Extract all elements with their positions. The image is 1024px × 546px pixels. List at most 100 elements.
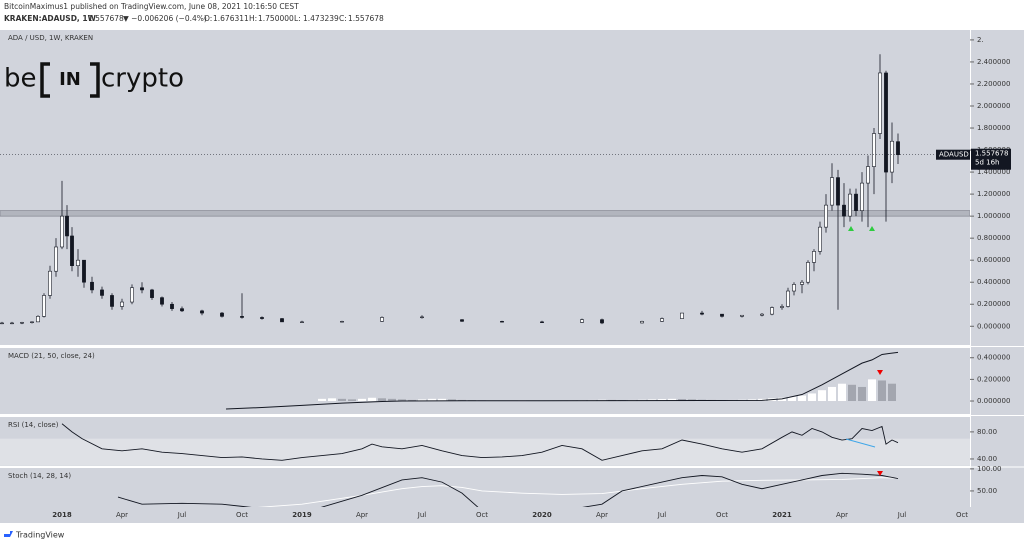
candle-body [70, 235, 74, 266]
candle-body [824, 204, 828, 228]
red-arrow [877, 370, 883, 375]
rsi-band [0, 438, 970, 466]
histogram-bar [888, 383, 896, 402]
y-tick-label: 40.00 [977, 455, 997, 463]
ohlc-label: L: [294, 14, 301, 23]
candle-body [878, 72, 882, 134]
footer: TradingView [15, 531, 65, 540]
candle-body [380, 317, 384, 322]
x-tick-label: 2019 [292, 511, 312, 519]
histogram-bar [858, 386, 866, 402]
histogram-bar [668, 398, 676, 402]
x-tick-label: Apr [356, 511, 368, 519]
candle-body [842, 204, 846, 217]
ohlc-label: O: [204, 14, 212, 23]
y-tick-label: 1.800000 [977, 124, 1010, 132]
histogram-bar [438, 398, 446, 402]
histogram-bar [318, 398, 326, 402]
candle-body [120, 301, 124, 307]
y-tick-label: 2. [977, 36, 984, 44]
candle-body [660, 318, 664, 322]
candle-body [896, 141, 900, 156]
histogram-bar [428, 398, 436, 402]
ohlc-value: 1.676311 [213, 14, 249, 23]
candle-body [812, 251, 816, 263]
y-tick-label: 100.00 [977, 465, 1002, 473]
candle-body [240, 316, 244, 318]
y-tick-label: 50.00 [977, 487, 997, 495]
candle-body [65, 215, 69, 237]
candle-body [854, 193, 858, 211]
candle-body [860, 182, 864, 211]
price-tag-symbol-text: ADAUSD [939, 151, 969, 159]
candle-body [806, 262, 810, 283]
candle-body [800, 281, 804, 285]
candle-body [580, 319, 584, 323]
histogram-bar [778, 397, 786, 402]
candle-body [420, 316, 424, 319]
y-tick-label: 0.400000 [977, 278, 1010, 286]
stoch-k-line [117, 472, 899, 507]
candle-body [130, 287, 134, 303]
macd-line [225, 351, 899, 410]
logo: IN [59, 69, 81, 90]
pane-title: MACD (21, 50, close, 24) [8, 352, 95, 360]
pane-layer [0, 423, 970, 466]
histogram-bar [838, 383, 846, 402]
divergence-line [845, 438, 876, 448]
candle-body [640, 321, 644, 324]
candle-body [36, 316, 40, 323]
x-tick-label: Jul [897, 511, 907, 519]
price-tag-countdown: 5d 16h [975, 159, 999, 167]
candle-body [200, 310, 204, 314]
candle-body [48, 270, 52, 296]
price-tag-price: 1.557678 [975, 150, 1008, 158]
candle-body [720, 313, 724, 317]
candle-body [680, 312, 684, 319]
x-tick-label: Apr [836, 511, 848, 519]
ohlc-label: C: [339, 14, 347, 23]
ohlc-label: H: [249, 14, 257, 23]
histogram-bar [418, 399, 426, 402]
rsi-line [61, 423, 899, 461]
ohlc-value: 1.473239 [303, 14, 339, 23]
candle-body [848, 193, 852, 217]
macd-pane [0, 348, 970, 414]
y-tick-label: 80.00 [977, 428, 997, 436]
candle-body [600, 319, 604, 324]
time-axis [0, 507, 1024, 523]
resistance-zone [0, 210, 970, 217]
histogram-bar [328, 398, 336, 402]
y-tick-label: 1.200000 [977, 190, 1010, 198]
layer: BitcoinMaximus1 published on TradingView… [0, 2, 1011, 540]
pane-title: ADA / USD, 1W, KRAKEN [8, 34, 93, 42]
candle-body [76, 259, 80, 266]
stoch-pane [0, 468, 970, 507]
candle-body [42, 295, 46, 317]
x-tick-label: Oct [956, 511, 968, 519]
candle-body [884, 72, 888, 173]
candle-body [340, 321, 344, 323]
price-axis [970, 30, 1024, 507]
candle-body [836, 177, 840, 206]
candle-body [740, 314, 744, 317]
logo: be [4, 64, 37, 94]
histogram-bar [348, 399, 356, 402]
histogram-bar [378, 398, 386, 402]
ohlc-value: 1.750000 [258, 14, 294, 23]
x-tick-label: Jul [177, 511, 187, 519]
candle-body [460, 319, 464, 322]
change: ▼ −0.006206 (−0.4%) [123, 14, 207, 23]
candle-body [100, 289, 104, 296]
logo-gap [50, 60, 90, 100]
candle-body [30, 321, 34, 323]
histogram-bar [388, 398, 396, 402]
pane-layer [117, 472, 899, 507]
last-price: 1.557678 [88, 14, 124, 23]
x-tick-label: Jul [417, 511, 427, 519]
histogram-bar [408, 399, 416, 402]
y-tick-label: 0.200000 [977, 300, 1010, 308]
histogram-bar [358, 398, 366, 402]
y-tick-label: 2.000000 [977, 102, 1010, 110]
candle-body [20, 322, 24, 324]
